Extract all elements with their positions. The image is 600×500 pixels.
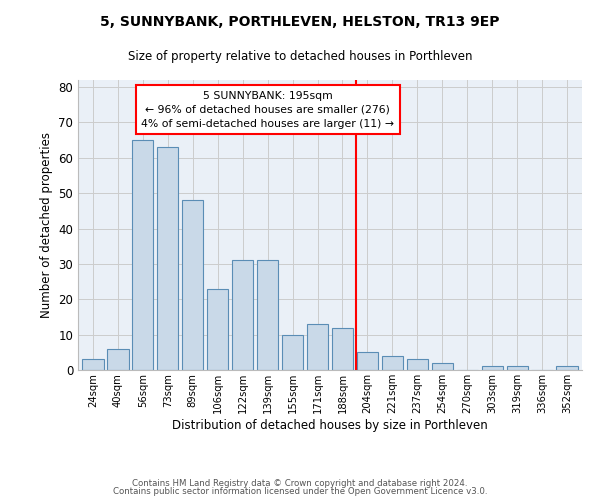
Bar (257, 260, 278, 370)
Bar (282, 334, 303, 370)
Bar (132, 140, 154, 370)
Text: 5, SUNNYBANK, PORTHLEVEN, HELSTON, TR13 9EP: 5, SUNNYBANK, PORTHLEVEN, HELSTON, TR13 … (100, 15, 500, 29)
Bar (157, 147, 178, 370)
Bar (407, 360, 428, 370)
Bar (332, 328, 353, 370)
Y-axis label: Number of detached properties: Number of detached properties (40, 132, 53, 318)
Text: 5 SUNNYBANK: 195sqm
← 96% of detached houses are smaller (276)
4% of semi-detach: 5 SUNNYBANK: 195sqm ← 96% of detached ho… (141, 90, 394, 128)
Bar (506, 366, 528, 370)
Bar (107, 349, 128, 370)
Bar (82, 360, 104, 370)
Bar (232, 260, 253, 370)
Bar (382, 356, 403, 370)
Bar (307, 324, 328, 370)
Bar (556, 366, 578, 370)
Bar (357, 352, 378, 370)
X-axis label: Distribution of detached houses by size in Porthleven: Distribution of detached houses by size … (172, 418, 488, 432)
Bar (431, 363, 453, 370)
Bar (207, 288, 229, 370)
Bar (482, 366, 503, 370)
Bar (182, 200, 203, 370)
Text: Contains public sector information licensed under the Open Government Licence v3: Contains public sector information licen… (113, 487, 487, 496)
Text: Contains HM Land Registry data © Crown copyright and database right 2024.: Contains HM Land Registry data © Crown c… (132, 478, 468, 488)
Text: Size of property relative to detached houses in Porthleven: Size of property relative to detached ho… (128, 50, 472, 63)
